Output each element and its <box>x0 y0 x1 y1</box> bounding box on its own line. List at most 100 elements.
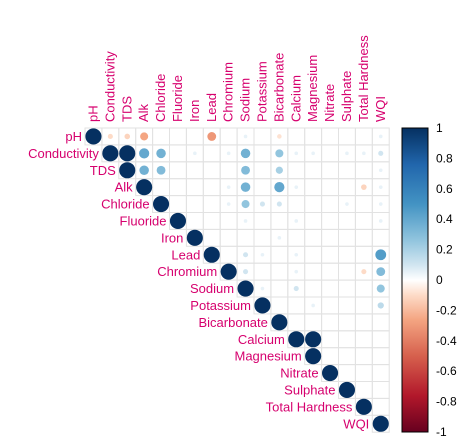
grid-cell <box>253 262 272 281</box>
grid-cell <box>371 347 390 366</box>
column-labels: pH Conductivity TDS Alk Chloride Fluoride Iron… <box>85 35 387 122</box>
corr-circle-ph-alk <box>140 132 149 141</box>
grid-cell <box>304 127 323 146</box>
corr-circle-alk-wqi <box>378 185 383 189</box>
colorbar-tick-label: 0 <box>436 273 443 287</box>
row-label-sodium: Sodium <box>190 281 234 296</box>
grid-cell <box>371 414 390 433</box>
col-label-ph: pH <box>85 105 100 122</box>
corr-circle-conductivity-iron <box>193 151 197 156</box>
grid-cell <box>304 161 323 180</box>
grid-cell <box>287 228 306 247</box>
grid-cell <box>321 279 340 298</box>
grid-cell <box>253 228 272 247</box>
grid-cell <box>304 212 323 230</box>
grid-cell <box>371 228 390 247</box>
corr-circle-sulphate-sulphate <box>338 381 356 399</box>
corr-circle-sodium-sodium <box>237 280 254 297</box>
corr-circle-calcium-magnesium <box>305 331 322 348</box>
grid-cell <box>219 127 238 146</box>
corr-circle-ph-conductivity <box>107 133 113 139</box>
col-label-potassium: Potassium <box>254 61 269 122</box>
grid-cell <box>371 364 390 383</box>
grid-cell <box>338 313 356 332</box>
corr-circle-tds-bicarbonate <box>275 166 283 174</box>
grid-cell <box>152 127 171 146</box>
grid-cell <box>321 296 340 315</box>
row-label-chloride: Chloride <box>101 197 149 212</box>
corr-circle-sodium-wqi <box>376 284 385 293</box>
grid-cell <box>371 381 390 399</box>
grid-cell <box>219 212 238 230</box>
grid-cell <box>152 178 171 197</box>
row-label-wqi: WQI <box>343 416 369 431</box>
corr-circle-chromium-total-hardness <box>361 269 367 275</box>
grid-cell <box>202 212 221 230</box>
corr-circle-tds-chloride <box>156 165 166 175</box>
colorbar: 1 0.8 0.6 0.4 0.2 0 -0.2 -0.4 -0.6 -0.8 -1 <box>401 121 457 439</box>
grid-cell <box>321 347 340 366</box>
grid-cell <box>354 212 373 230</box>
colorbar-tick-label: -0.6 <box>436 364 457 378</box>
grid-cell <box>354 364 373 383</box>
colorbar-tick-label: -0.8 <box>436 395 457 409</box>
corr-circle-chloride-sulphate <box>345 202 349 206</box>
grid-cell <box>185 212 204 230</box>
grid-cell <box>338 228 356 247</box>
grid-cell <box>321 127 340 146</box>
corr-circle-ph-lead <box>207 132 217 141</box>
col-label-tds: TDS <box>119 96 134 122</box>
corr-circle-lead-lead <box>203 246 220 263</box>
corr-circle-tds-sodium <box>241 165 250 175</box>
corr-circle-alk-bicarbonate <box>274 182 285 193</box>
corr-circle-nitrate-nitrate <box>322 365 339 382</box>
grid-cell <box>185 127 204 146</box>
corr-circle-fluoride-calcium <box>294 219 299 223</box>
grid-cell <box>354 127 373 146</box>
grid-cell <box>270 296 289 315</box>
corr-circle-conductivity-sulphate <box>345 151 349 156</box>
grid-cell <box>202 178 221 197</box>
corr-circle-alk-sodium <box>240 182 251 192</box>
corr-circle-potassium-wqi <box>377 302 384 309</box>
corr-circle-tds-wqi <box>378 168 383 173</box>
grid-cell <box>321 330 340 349</box>
corr-circle-lead-calcium <box>294 252 299 257</box>
col-label-sodium: Sodium <box>238 78 253 122</box>
corr-circle-potassium-potassium <box>254 297 271 314</box>
grid-cell <box>202 144 221 163</box>
corr-circle-potassium-magnesium <box>311 303 315 308</box>
grid-cell <box>321 228 340 247</box>
corr-circle-sodium-calcium <box>293 286 299 292</box>
corr-circle-tds-alk <box>139 165 149 176</box>
corr-circle-alk-chromium <box>226 185 231 189</box>
col-label-total-hardness: Total Hardness <box>356 35 371 122</box>
colorbar-tick-label: -0.2 <box>436 303 457 317</box>
grid-cell <box>371 397 390 416</box>
grid-cell <box>354 279 373 298</box>
grid-cell <box>219 228 238 247</box>
grid-cell <box>354 228 373 247</box>
col-label-wqi: WQI <box>373 96 388 122</box>
corr-circle-chloride-wqi <box>378 202 383 206</box>
corr-circle-conductivity-calcium <box>294 151 299 156</box>
corr-circle-ph-wqi <box>378 134 383 139</box>
corr-circle-conductivity-conductivity <box>102 145 119 162</box>
corr-circle-fluoride-wqi <box>378 219 383 223</box>
grid-cell <box>338 127 356 146</box>
corr-circle-total-hardness-total-hardness <box>355 398 372 415</box>
col-label-chloride: Chloride <box>153 74 168 122</box>
grid-cell <box>287 296 306 315</box>
corr-circle-conductivity-sodium <box>240 148 251 159</box>
corr-circle-chloride-potassium <box>259 201 265 207</box>
grid-cell <box>202 195 221 214</box>
grid-cell <box>354 313 373 332</box>
colorbar-tick-label: 0.2 <box>436 243 453 257</box>
corr-circle-bicarbonate-bicarbonate <box>271 314 288 331</box>
grid-cell <box>287 313 306 332</box>
grid-cell <box>304 262 323 281</box>
grid-cell <box>338 279 356 298</box>
grid-cell <box>321 178 340 197</box>
corr-circle-alk-total-hardness <box>361 184 367 190</box>
